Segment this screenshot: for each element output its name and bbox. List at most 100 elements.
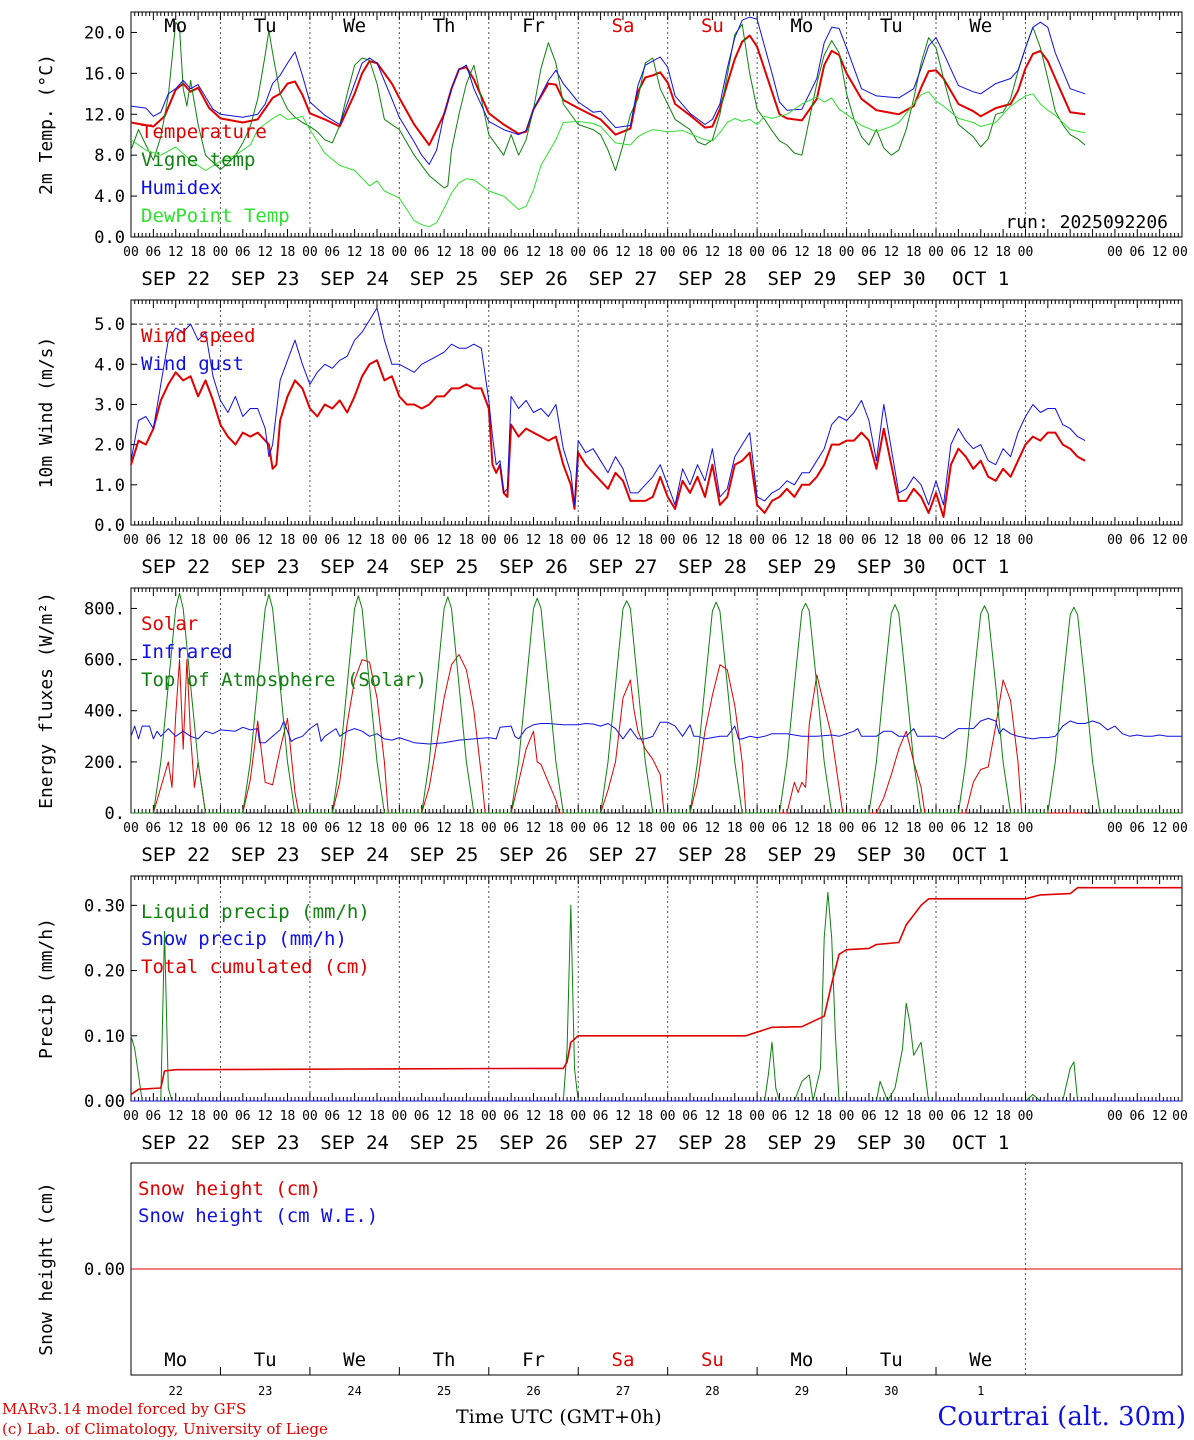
date-label: SEP 25 [410, 1132, 479, 1154]
hour-tick-label: 00 [660, 821, 676, 836]
hour-tick-label: 18 [727, 245, 743, 260]
hour-tick-label: 00 [481, 821, 497, 836]
hour-tick-label: 18 [280, 821, 296, 836]
hour-tick-label: 18 [369, 245, 385, 260]
hour-tick-label: 12 [436, 245, 452, 260]
date-label: SEP 28 [678, 556, 747, 578]
weekday-label: We [969, 1349, 992, 1371]
hour-tick-label: 06 [861, 533, 877, 548]
day-number-label: 24 [347, 1384, 361, 1398]
hour-tick-label: 18 [459, 821, 475, 836]
hour-tick-label: 12 [973, 1109, 989, 1124]
hour-tick-label: 00 [481, 245, 497, 260]
hour-tick-label: 00 [1172, 533, 1188, 548]
hour-tick-label: 06 [324, 821, 340, 836]
date-label: SEP 29 [768, 556, 837, 578]
hour-tick-label: 18 [548, 245, 564, 260]
y-tick-label: 0. [105, 804, 125, 824]
hour-tick-label: 12 [973, 821, 989, 836]
hour-tick-label: 06 [682, 533, 698, 548]
hour-tick-label: 06 [235, 821, 251, 836]
hour-tick-label: 18 [190, 245, 206, 260]
date-label: SEP 27 [589, 1132, 658, 1154]
hour-tick-label: 06 [503, 533, 519, 548]
hour-tick-label: 00 [839, 821, 855, 836]
hour-tick-label: 18 [816, 245, 832, 260]
hour-tick-label: 06 [235, 533, 251, 548]
hour-tick-label: 18 [906, 245, 922, 260]
hour-tick-label: 18 [369, 821, 385, 836]
date-label: SEP 24 [320, 268, 389, 290]
hour-tick-label: 00 [1018, 245, 1034, 260]
hour-tick-label: 06 [772, 1109, 788, 1124]
hour-tick-label: 12 [526, 821, 542, 836]
hour-tick-label: 06 [772, 821, 788, 836]
series-line [130, 717, 1182, 745]
hour-tick-label: 00 [570, 1109, 586, 1124]
hour-tick-label: 18 [637, 821, 653, 836]
y-tick-label: 4.0 [94, 187, 125, 207]
hour-tick-label: 12 [436, 821, 452, 836]
hour-tick-label: 06 [682, 1109, 698, 1124]
date-label: OCT 1 [952, 844, 1009, 866]
hour-tick-label: 06 [772, 245, 788, 260]
hour-tick-label: 00 [749, 245, 765, 260]
lab-credit: (c) Lab. of Climatology, University of L… [2, 1420, 328, 1438]
hour-tick-label: 06 [951, 821, 967, 836]
hour-tick-label: 06 [414, 245, 430, 260]
hour-tick-label: 12 [973, 245, 989, 260]
weekday-label: Mo [790, 1349, 813, 1371]
hour-tick-label: 06 [593, 821, 609, 836]
date-label: OCT 1 [952, 268, 1009, 290]
y-tick-label: 0.0 [94, 516, 125, 536]
y-tick-label: 0.00 [84, 1260, 125, 1280]
panel-4: 0.00 0.10 0.20 0.30 Precip (mm/h) Liquid prec… [36, 875, 1188, 1154]
weekday-label: Sa [612, 15, 635, 37]
date-label: SEP 23 [231, 844, 300, 866]
date-label: SEP 22 [141, 844, 210, 866]
y-tick-label: 0.00 [84, 1092, 125, 1112]
plot-frame [130, 587, 1183, 814]
hour-tick-label: 12 [526, 1109, 542, 1124]
y-axis-label: 2m Temp. (°C) [36, 54, 57, 195]
hour-tick-label: 00 [123, 245, 139, 260]
hour-tick-label: 18 [280, 245, 296, 260]
y-tick-label: 0.20 [84, 962, 125, 982]
hour-tick-label: 00 [660, 1109, 676, 1124]
date-label: SEP 26 [499, 268, 568, 290]
hour-tick-label: 12 [168, 1109, 184, 1124]
hour-tick-label: 00 [839, 533, 855, 548]
legend-entry: DewPoint Temp [141, 205, 290, 227]
date-label: SEP 24 [320, 844, 389, 866]
hour-tick-label: 06 [772, 533, 788, 548]
day-number-label: 25 [437, 1384, 451, 1398]
hour-tick-label: 12 [257, 533, 273, 548]
hour-tick-label: 00 [213, 533, 229, 548]
day-number-label: 27 [616, 1384, 630, 1398]
weekday-label: Su [701, 15, 724, 37]
hour-tick-label: 00 [481, 1109, 497, 1124]
date-label: SEP 30 [857, 1132, 926, 1154]
weekday-label: Fr [522, 15, 545, 37]
weekday-label: We [343, 15, 366, 37]
hour-tick-label: 18 [995, 245, 1011, 260]
hour-tick-label: 18 [995, 1109, 1011, 1124]
hour-tick-label: 12 [705, 245, 721, 260]
hour-tick-label: 12 [526, 245, 542, 260]
hour-tick-label: 06 [324, 1109, 340, 1124]
hour-tick-label: 18 [906, 821, 922, 836]
hour-tick-label: 06 [951, 533, 967, 548]
panel-1: 0.0 4.0 8.0 12.0 16.0 20.0 2m Temp. (°C) Temper… [36, 11, 1188, 290]
y-tick-label: 4.0 [94, 355, 125, 375]
date-label: SEP 24 [320, 556, 389, 578]
weekday-label: Tu [254, 1349, 277, 1371]
hour-tick-label: 12 [615, 821, 631, 836]
weekday-label: Tu [254, 15, 277, 37]
hour-tick-label: 12 [257, 821, 273, 836]
date-label: SEP 27 [589, 556, 658, 578]
date-label: OCT 1 [952, 556, 1009, 578]
y-axis-label: 10m Wind (m/s) [36, 337, 57, 489]
hour-tick-label: 18 [459, 245, 475, 260]
hour-tick-label: 12 [168, 245, 184, 260]
hour-tick-label: 00 [749, 533, 765, 548]
